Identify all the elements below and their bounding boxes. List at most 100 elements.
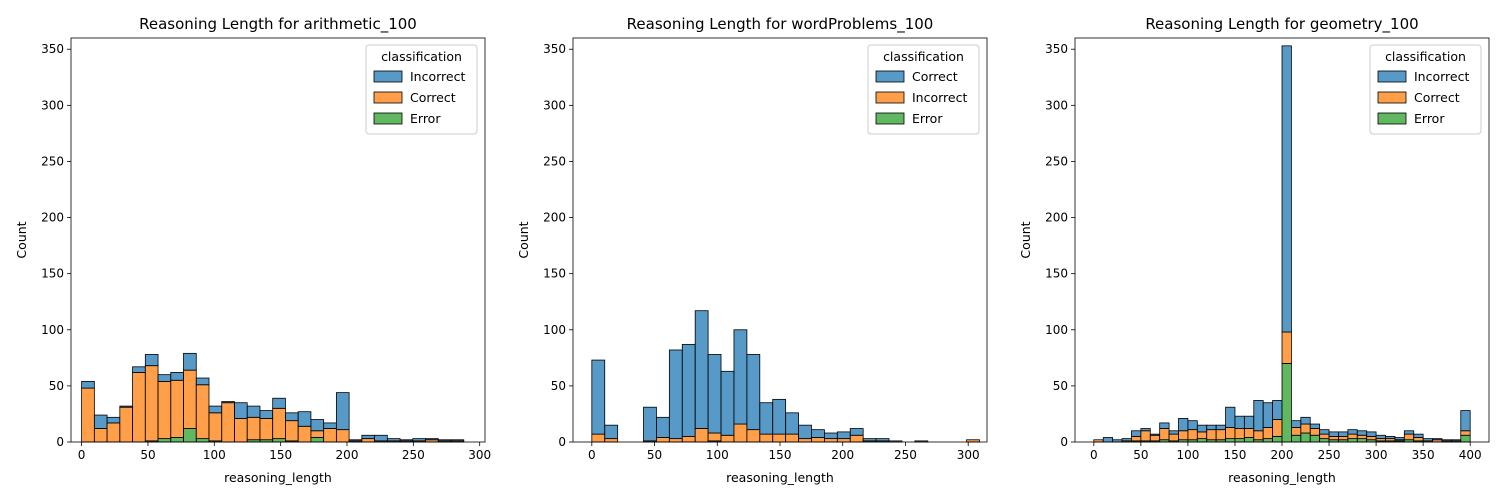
x-tick-label: 400 (1459, 448, 1482, 462)
bar-error-7 (170, 437, 184, 443)
bar-incorrect-22 (1300, 416, 1311, 425)
bar-error-15 (272, 438, 286, 443)
bar-correct-10 (1187, 429, 1198, 441)
bar-incorrect-4 (1131, 430, 1142, 437)
bar-incorrect-19 (836, 438, 851, 443)
bar-error-14 (1225, 438, 1236, 443)
bar-error-8 (183, 428, 197, 443)
bar-correct-8 (694, 310, 709, 429)
bar-incorrect-13 (1215, 424, 1226, 431)
bar-correct-33 (1403, 433, 1415, 441)
legend-swatch-correct (373, 91, 403, 104)
y-axis-label: Count (14, 221, 29, 258)
x-tick-label: 200 (831, 448, 854, 462)
bar-incorrect-10 (720, 434, 735, 443)
bar-incorrect-14 (259, 410, 274, 419)
legend-label-correct: Correct (912, 69, 958, 84)
bar-correct-4 (1131, 435, 1142, 442)
bar-incorrect-0 (81, 380, 95, 389)
bar-correct-12 (1206, 429, 1217, 441)
bar-correct-23 (1309, 428, 1321, 436)
bar-correct-10 (208, 412, 223, 442)
bar-incorrect-6 (1149, 433, 1161, 436)
bar-correct-9 (195, 384, 210, 440)
y-tick-label: 150 (543, 267, 566, 281)
legend-swatch-error (1377, 112, 1407, 125)
bar-correct-14 (259, 418, 274, 441)
bar-incorrect-16 (1243, 415, 1255, 429)
bar-correct-17 (811, 429, 825, 438)
legend-swatch-error (373, 112, 403, 125)
bar-error-16 (1243, 437, 1255, 443)
legend-swatch-incorrect (373, 70, 403, 83)
bar-error-6 (157, 438, 172, 443)
bar-incorrect-16 (285, 412, 299, 422)
y-tick-label: 100 (1045, 323, 1068, 337)
legend: classification Incorrect Correct Error (365, 44, 478, 135)
bar-incorrect-14 (1225, 406, 1236, 428)
bar-incorrect-17 (297, 411, 312, 427)
bar-incorrect-39 (1460, 410, 1471, 432)
bar-correct-13 (759, 402, 774, 435)
legend-swatch-error (875, 112, 905, 125)
bar-incorrect-28 (437, 439, 452, 442)
bar-correct-11 (1196, 431, 1208, 440)
y-tick-label: 0 (558, 435, 566, 449)
bar-incorrect-21 (348, 439, 363, 442)
bar-incorrect-25 (1328, 431, 1339, 437)
bar-correct-7 (1159, 428, 1170, 441)
legend: classification Incorrect Correct Error (1369, 44, 1482, 135)
subplot-3: 0 50 100 150 200 250 300 350 400 0 50 100 150 200 250 3… (1018, 15, 1490, 485)
bar-incorrect-7 (170, 372, 184, 381)
bar-correct-6 (157, 380, 172, 440)
y-tick-label: 250 (41, 154, 64, 168)
bar-correct-19 (323, 428, 337, 443)
bar-incorrect-5 (144, 354, 159, 367)
bar-correct-15 (1234, 428, 1245, 440)
bar-correct-18 (310, 430, 325, 438)
y-tick-label: 200 (543, 211, 566, 225)
bar-incorrect-9 (195, 377, 210, 386)
subplot-2: 0 50 100 150 200 250 300 0 50 100 150 200 250 300 350 R… (516, 15, 988, 485)
bar-correct-16 (1243, 428, 1255, 438)
bar-incorrect-18 (824, 438, 838, 443)
y-tick-label: 50 (49, 379, 64, 393)
y-tick-label: 50 (1053, 379, 1068, 393)
bar-incorrect-19 (1272, 400, 1283, 420)
bar-incorrect-17 (811, 437, 825, 443)
x-axis-label: reasoning_length (224, 470, 332, 485)
x-tick-label: 50 (140, 448, 155, 462)
bar-correct-19 (1272, 419, 1283, 437)
bar-correct-34 (1413, 437, 1424, 442)
y-tick-label: 50 (551, 379, 566, 393)
bar-incorrect-28 (1356, 430, 1368, 436)
bar-incorrect-2 (106, 416, 121, 424)
y-tick-label: 250 (1045, 154, 1068, 168)
bar-correct-13 (1215, 429, 1226, 441)
x-tick-label: 100 (1176, 448, 1199, 462)
bar-correct-17 (297, 425, 312, 443)
bar-incorrect-3 (119, 405, 133, 408)
bar-incorrect-8 (694, 428, 709, 443)
y-tick-label: 200 (41, 211, 64, 225)
bar-incorrect-6 (157, 374, 172, 382)
bar-incorrect-8 (1168, 430, 1179, 435)
subplot-1: 0 50 100 150 200 250 300 0 50 100 150 200 250 300 350 R… (14, 15, 491, 485)
bar-incorrect-7 (681, 435, 696, 443)
bar-correct-3 (119, 406, 133, 443)
bar-incorrect-4 (132, 366, 146, 373)
x-tick-label: 0 (78, 448, 86, 462)
bar-incorrect-1 (604, 438, 619, 443)
y-tick-label: 300 (41, 98, 64, 112)
bar-correct-20 (849, 428, 864, 436)
bar-error-18 (1262, 438, 1273, 443)
bar-incorrect-38 (1450, 439, 1462, 442)
bar-correct-22 (361, 438, 375, 443)
bar-incorrect-15 (1234, 415, 1245, 429)
bar-incorrect-30 (1375, 434, 1386, 440)
bar-incorrect-11 (221, 401, 235, 404)
bar-incorrect-5 (656, 437, 670, 443)
legend-title: classification (381, 49, 462, 64)
bar-incorrect-35 (1422, 438, 1433, 442)
bar-incorrect-27 (1347, 429, 1358, 435)
